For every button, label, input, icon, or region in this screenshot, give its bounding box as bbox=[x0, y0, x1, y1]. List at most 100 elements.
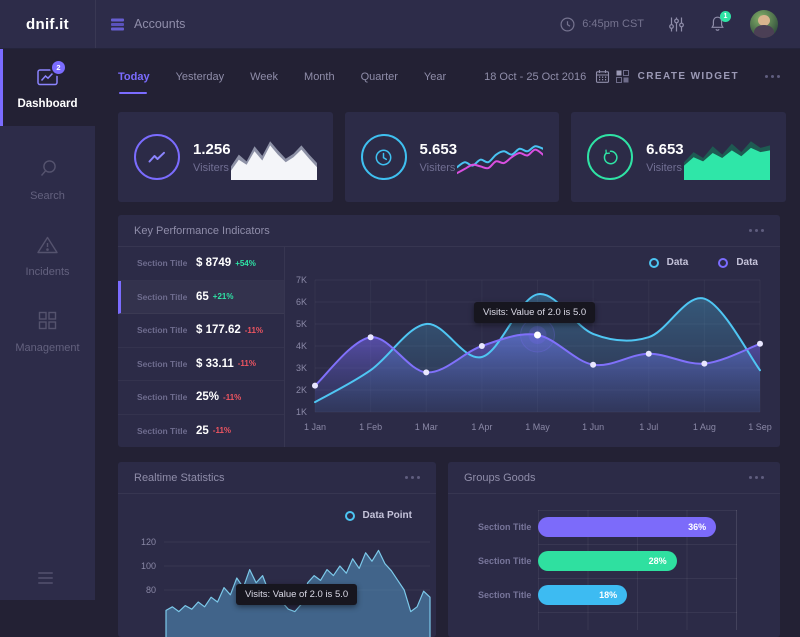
notifications-button[interactable]: 1 bbox=[709, 11, 731, 33]
create-widget-label: CREATE WIDGET bbox=[637, 71, 739, 82]
svg-text:1 Apr: 1 Apr bbox=[471, 422, 492, 432]
restore-icon bbox=[587, 134, 634, 180]
realtime-more-icon[interactable] bbox=[405, 476, 420, 479]
sidebar-item-dashboard[interactable]: 2 Dashboard bbox=[0, 48, 95, 126]
realtime-area-chart[interactable]: 120 100 80 bbox=[118, 522, 436, 637]
tab-today[interactable]: Today bbox=[118, 70, 150, 94]
tab-yesterday[interactable]: Yesterday bbox=[175, 70, 225, 83]
clock-icon bbox=[560, 16, 575, 32]
warning-triangle-icon bbox=[36, 235, 59, 255]
svg-text:1 Feb: 1 Feb bbox=[359, 422, 382, 432]
bar-track: 18% bbox=[538, 585, 736, 605]
svg-text:5K: 5K bbox=[296, 319, 307, 329]
filter-settings-button[interactable] bbox=[668, 16, 685, 33]
delta-badge: -11% bbox=[237, 359, 256, 369]
sidebar: 2 Dashboard Search Incidents bbox=[0, 48, 95, 600]
group-row-1: Section Title 36% bbox=[448, 510, 780, 544]
delta-badge: +21% bbox=[212, 292, 234, 302]
sidebar-item-incidents[interactable]: Incidents bbox=[0, 222, 95, 288]
stat-card-visitors-2: 5.653 Visiters bbox=[344, 112, 560, 202]
chart-tooltip: Visits: Value of 2.0 is 5.0 bbox=[473, 302, 596, 323]
kpi-line-chart[interactable]: 7K 6K 5K 4K 3K 2K 1K 1 Jan 1 Feb 1 Mar 1 Apr 1 May 1… bbox=[285, 247, 780, 447]
legend-data-cyan[interactable]: Data bbox=[648, 257, 688, 268]
accounts-list-icon bbox=[111, 18, 125, 31]
sidebar-item-label: Dashboard bbox=[17, 97, 78, 110]
filter-row: Today Yesterday Week Month Quarter Year … bbox=[118, 48, 780, 105]
stat-card-visitors-3: 6.653 Visiters bbox=[571, 112, 786, 202]
sidebar-item-management[interactable]: Management bbox=[0, 298, 95, 364]
collapse-menu-icon[interactable] bbox=[38, 572, 53, 584]
tab-quarter[interactable]: Quarter bbox=[360, 70, 398, 83]
svg-text:80: 80 bbox=[146, 585, 156, 595]
kpi-row-2[interactable]: Section Title 65 +21% bbox=[118, 280, 284, 314]
groups-panel: Groups Goods Section Title 36% Section T… bbox=[448, 462, 780, 637]
legend-data-point[interactable]: Data Point bbox=[344, 510, 412, 521]
time-text: 6:45pm CST bbox=[582, 18, 644, 30]
svg-text:1K: 1K bbox=[296, 407, 307, 417]
app-logo[interactable]: dnif.it bbox=[0, 0, 96, 48]
legend-dot-icon bbox=[648, 257, 659, 268]
svg-text:1 Jan: 1 Jan bbox=[304, 422, 326, 432]
kpi-row-5[interactable]: Section Title 25% -11% bbox=[118, 381, 284, 415]
kpi-panel: Key Performance Indicators Section Title… bbox=[118, 215, 780, 447]
date-range-picker[interactable]: 18 Oct - 25 Oct 2016 bbox=[484, 69, 610, 84]
trend-icon bbox=[134, 134, 180, 180]
bar-track: 36% bbox=[538, 517, 736, 537]
sparkline-area-white bbox=[230, 141, 317, 180]
stat-label: Visiters bbox=[193, 161, 229, 174]
legend-data-purple[interactable]: Data bbox=[718, 257, 758, 268]
delta-badge: +54% bbox=[235, 258, 256, 268]
svg-text:1 Mar: 1 Mar bbox=[415, 422, 438, 432]
more-options-icon[interactable] bbox=[765, 75, 780, 78]
sidebar-item-label: Management bbox=[15, 341, 80, 354]
legend-dot-icon bbox=[344, 510, 355, 521]
stat-label: Visiters bbox=[419, 161, 456, 174]
kpi-row-3[interactable]: Section Title $ 177.62 -11% bbox=[118, 314, 284, 348]
bar-fill-blue: 18% bbox=[538, 585, 628, 605]
avatar[interactable] bbox=[750, 10, 778, 38]
svg-text:1 May: 1 May bbox=[525, 422, 550, 432]
kpi-list: Section Title $ 8749 +54% Section Title … bbox=[118, 247, 285, 447]
svg-text:4K: 4K bbox=[296, 341, 307, 351]
bar-percent-label: 28% bbox=[648, 556, 667, 566]
stat-value: 5.653 bbox=[419, 140, 458, 158]
accounts-menu[interactable]: Accounts bbox=[111, 17, 185, 31]
kpi-chart-area: Data Data 7K 6K 5K 4K 3K 2K 1K 1 Jan 1 Feb 1 Mar 1… bbox=[285, 247, 780, 447]
sparkline-dual-line bbox=[457, 145, 544, 175]
search-icon bbox=[37, 158, 59, 180]
kpi-more-icon[interactable] bbox=[749, 229, 764, 232]
logo-text: dnif.it bbox=[26, 15, 69, 33]
dashboard-badge: 2 bbox=[50, 58, 67, 76]
stat-value: 6.653 bbox=[646, 140, 684, 158]
main-content: Today Yesterday Week Month Quarter Year … bbox=[95, 48, 800, 637]
bar-fill-purple: 36% bbox=[538, 517, 717, 537]
dashboard-icon bbox=[36, 67, 59, 87]
calendar-icon bbox=[595, 69, 610, 84]
kpi-row-6[interactable]: Section Title 25 -11% bbox=[137, 424, 232, 437]
tab-week[interactable]: Week bbox=[250, 70, 279, 83]
create-widget-button[interactable]: CREATE WIDGET bbox=[615, 70, 739, 83]
sidebar-item-search[interactable]: Search bbox=[0, 146, 95, 212]
grid-icon bbox=[37, 310, 58, 331]
stat-label: Visiters bbox=[646, 161, 682, 174]
groups-more-icon[interactable] bbox=[749, 476, 764, 479]
groups-bar-chart: Section Title 36% Section Title 28% bbox=[448, 494, 780, 637]
tab-year[interactable]: Year bbox=[423, 70, 447, 83]
svg-text:2K: 2K bbox=[296, 385, 307, 395]
chart-tooltip: Visits: Value of 2.0 is 5.0 bbox=[236, 584, 358, 605]
svg-text:100: 100 bbox=[141, 561, 156, 571]
kpi-row-4[interactable]: Section Title $ 33.11 -11% bbox=[118, 348, 284, 381]
svg-text:1 Aug: 1 Aug bbox=[693, 422, 716, 432]
group-row-3: Section Title 18% bbox=[448, 578, 780, 612]
stat-value: 1.256 bbox=[193, 140, 231, 158]
kpi-panel-title: Key Performance Indicators bbox=[134, 224, 270, 237]
kpi-row-1[interactable]: Section Title $ 8749 +54% bbox=[118, 247, 284, 281]
realtime-panel-title: Realtime Statistics bbox=[134, 471, 225, 484]
svg-text:120: 120 bbox=[141, 537, 156, 547]
tab-month[interactable]: Month bbox=[304, 70, 335, 83]
svg-text:1 Jul: 1 Jul bbox=[639, 422, 658, 432]
stat-cards-row: 1.256 Visiters 5.653 Visiters bbox=[118, 112, 786, 202]
svg-text:6K: 6K bbox=[296, 297, 307, 307]
svg-text:3K: 3K bbox=[296, 363, 307, 373]
svg-text:7K: 7K bbox=[296, 275, 307, 285]
